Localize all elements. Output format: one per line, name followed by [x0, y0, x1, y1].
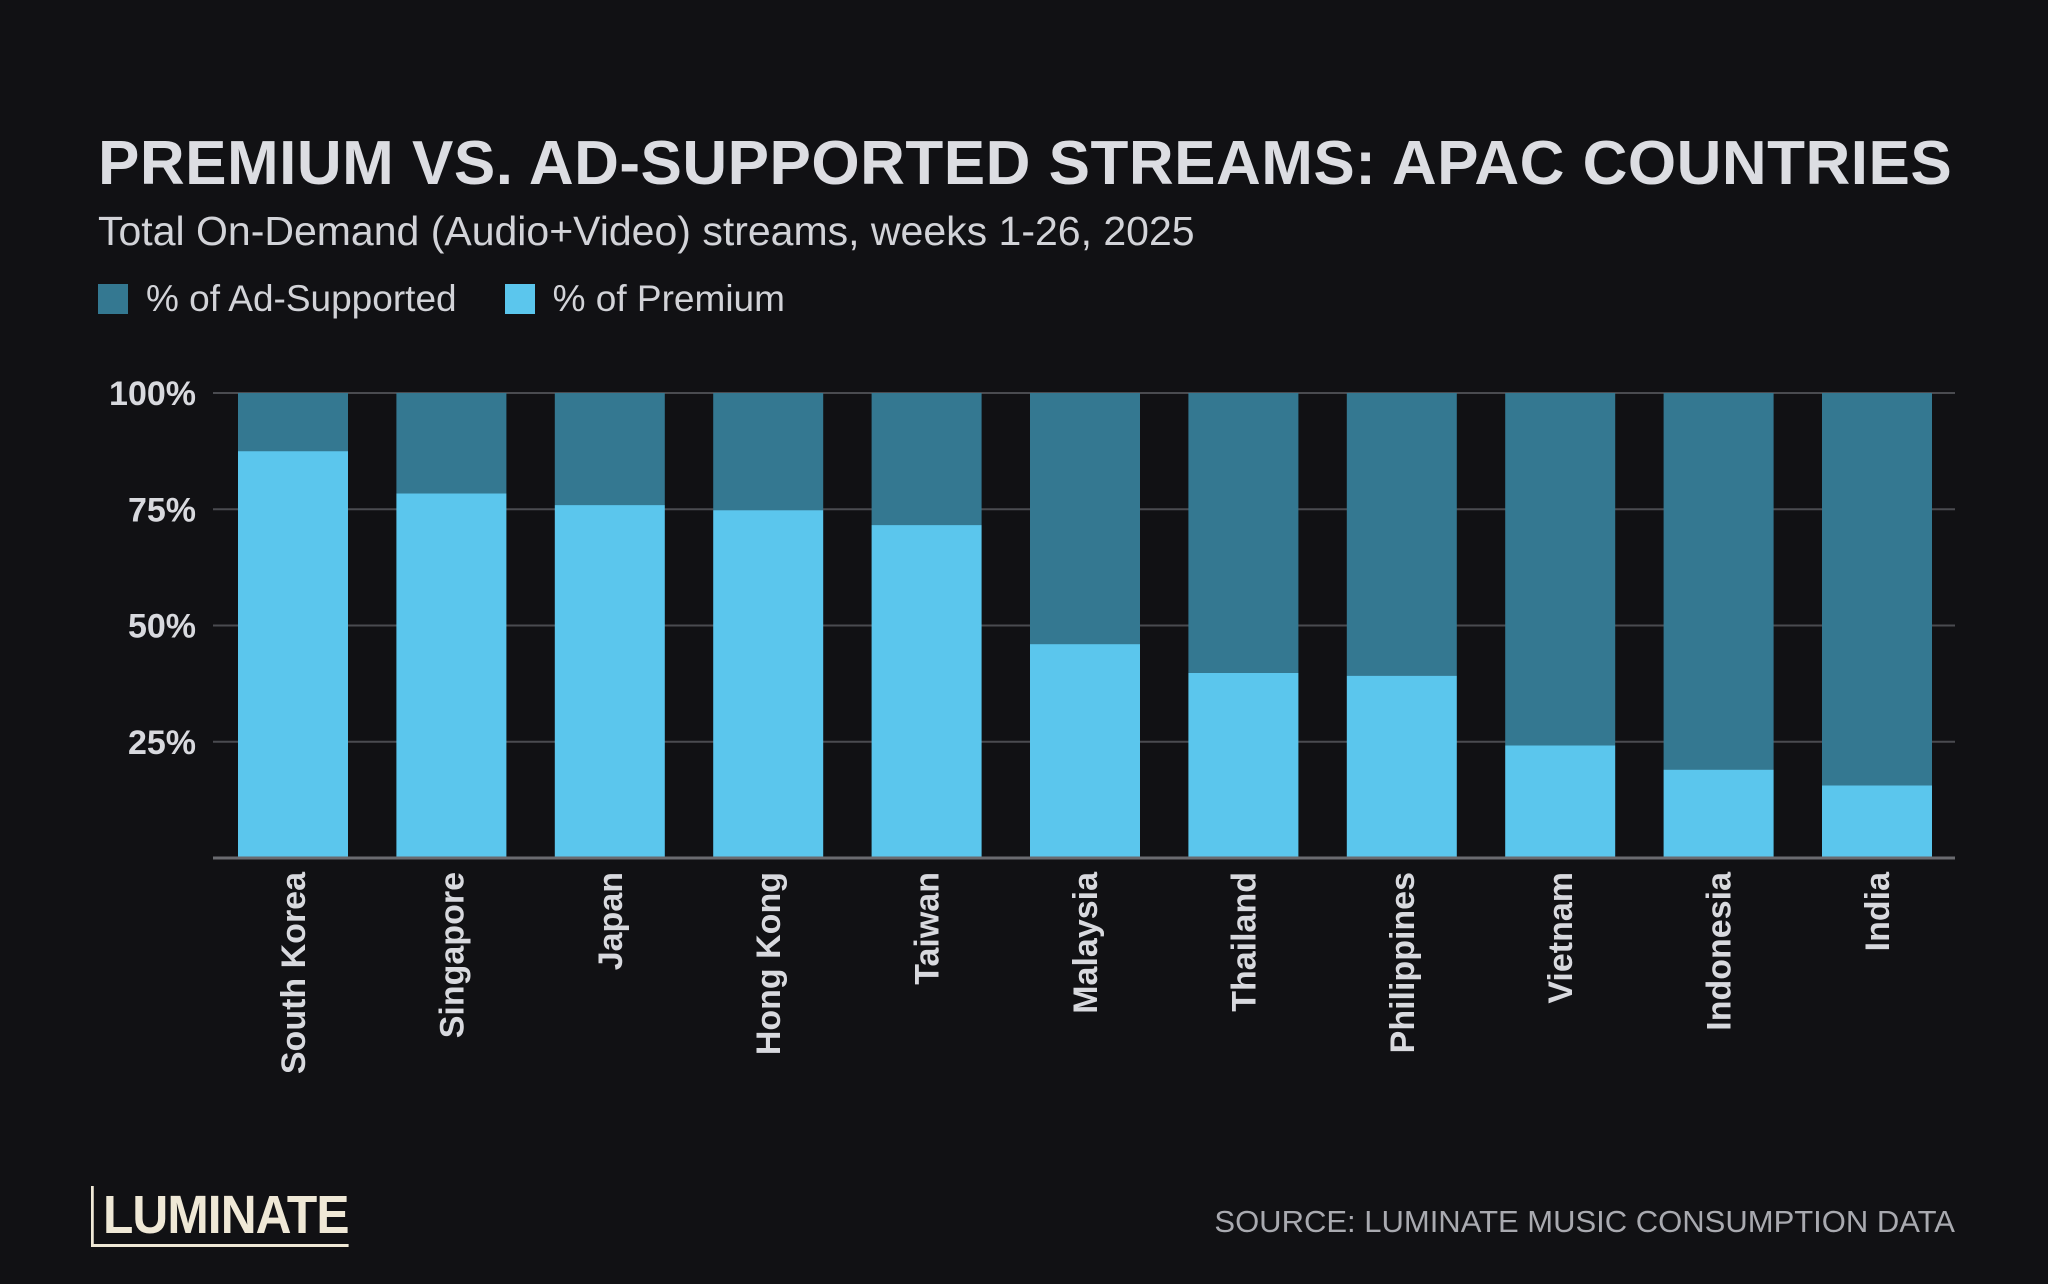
bar-ad-supported	[1030, 393, 1140, 645]
legend-item-ad-supported: % of Ad-Supported	[98, 278, 457, 320]
bar-ad-supported	[238, 393, 348, 452]
bar-premium	[554, 505, 665, 858]
source-note: SOURCE: LUMINATE MUSIC CONSUMPTION DATA	[1214, 1204, 1955, 1239]
bar-premium	[238, 451, 348, 858]
legend-swatch-premium	[504, 284, 535, 314]
bar-ad-supported	[713, 393, 824, 511]
bar-premium	[1188, 672, 1299, 858]
x-tick-label: Philippines	[1384, 872, 1422, 1053]
chart-subtitle: Total On-Demand (Audio+Video) streams, w…	[98, 208, 1195, 254]
x-tick-label: Singapore	[433, 872, 471, 1038]
bar-ad-supported	[1188, 393, 1299, 673]
x-tick-label: Malaysia	[1067, 871, 1105, 1014]
legend-label-premium: % of Premium	[552, 278, 785, 319]
x-tick-label: Thailand	[1225, 872, 1263, 1012]
legend-item-premium: % of Premium	[504, 278, 785, 320]
legend-label-ad-supported: % of Ad-Supported	[146, 278, 457, 319]
x-tick-label: Vietnam	[1542, 872, 1580, 1004]
y-tick-label: 75%	[128, 491, 196, 529]
bar-ad-supported	[554, 393, 665, 506]
bar-ad-supported	[1822, 393, 1932, 786]
bar-premium	[1030, 644, 1140, 858]
bar-ad-supported	[1505, 393, 1616, 746]
bar-premium	[1822, 785, 1932, 858]
bar-premium	[396, 493, 507, 858]
bar-ad-supported	[871, 393, 982, 526]
x-tick-label: Japan	[592, 872, 630, 970]
x-tick-label: Hong Kong	[750, 872, 788, 1055]
y-tick-label: 25%	[128, 724, 196, 762]
bar-ad-supported	[1663, 393, 1774, 770]
y-tick-label: 100%	[109, 375, 196, 413]
bar-ad-supported	[1346, 393, 1457, 676]
bar-premium	[713, 510, 824, 858]
bar-premium	[871, 525, 982, 858]
bar-premium	[1505, 745, 1616, 858]
chart-title: PREMIUM VS. AD-SUPPORTED STREAMS: APAC C…	[98, 129, 1953, 198]
legend: % of Ad-Supported % of Premium	[98, 278, 833, 320]
bar-premium	[1346, 675, 1457, 858]
x-tick-label: South Korea	[275, 871, 313, 1074]
luminate-logo: LUMINATE	[91, 1186, 349, 1247]
x-tick-label: Taiwan	[909, 872, 947, 985]
y-tick-label: 50%	[128, 608, 196, 646]
bar-ad-supported	[396, 393, 507, 494]
bar-premium	[1663, 769, 1774, 858]
x-tick-label: India	[1859, 871, 1897, 951]
x-tick-label: Indonesia	[1701, 871, 1739, 1031]
legend-swatch-ad-supported	[98, 284, 128, 314]
